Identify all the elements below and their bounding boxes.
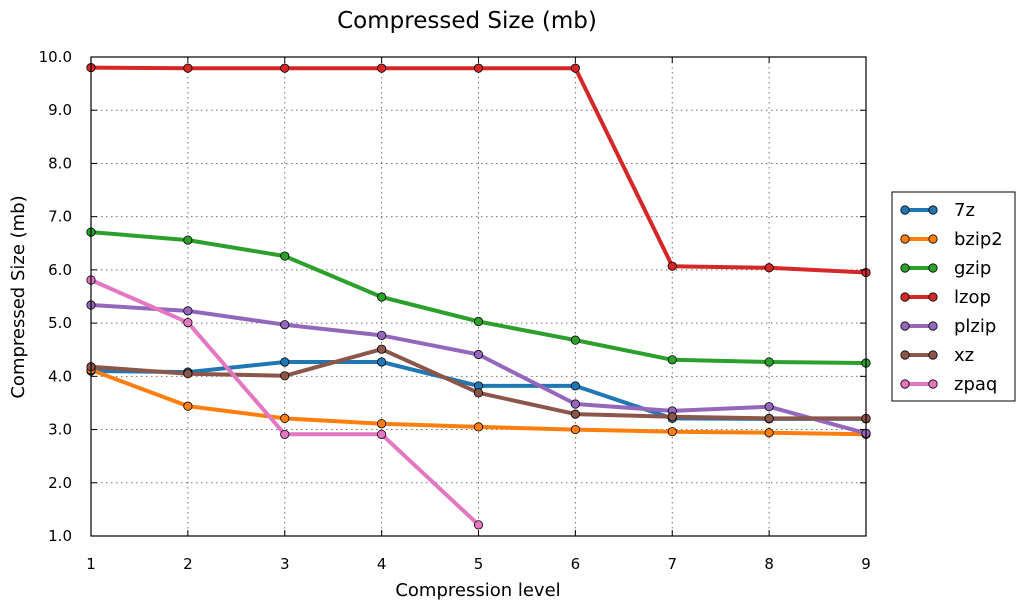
data-point-gzip <box>667 355 677 365</box>
x-tick-label: 9 <box>861 555 871 573</box>
legend-label-xz: xz <box>954 345 974 366</box>
data-point-bzip2 <box>570 424 580 435</box>
data-point-xz <box>473 388 484 398</box>
data-point-lzop <box>183 63 193 73</box>
data-point-gzip <box>473 316 484 327</box>
data-point-gzip <box>183 235 193 245</box>
legend-label-lzop: lzop <box>954 287 991 308</box>
data-point-xz <box>377 344 387 354</box>
x-tick-label: 6 <box>571 555 581 573</box>
data-point-xz <box>764 413 774 423</box>
gridlines <box>91 57 866 536</box>
legend-marker-zpaq <box>928 379 938 389</box>
legend-marker-zpaq <box>900 379 910 389</box>
plot-area-frame <box>90 56 867 537</box>
legend-marker-xz <box>900 350 910 360</box>
y-tick-label: 7.0 <box>48 208 72 226</box>
legend-label-bzip2: bzip2 <box>954 229 1003 250</box>
legend-label-7z: 7z <box>954 200 975 221</box>
data-point-plzip <box>377 330 387 340</box>
data-point-bzip2 <box>473 422 484 432</box>
data-point-plzip <box>473 349 484 360</box>
data-point-zpaq <box>183 317 193 328</box>
data-point-bzip2 <box>280 413 290 423</box>
x-tick-label: 3 <box>280 555 290 573</box>
legend-marker-plzip <box>928 321 938 331</box>
legend-marker-bzip2 <box>928 234 938 244</box>
y-tick-label: 3.0 <box>48 421 72 439</box>
x-tick-label: 7 <box>667 555 677 573</box>
data-point-bzip2 <box>183 401 193 411</box>
legend-label-plzip: plzip <box>954 316 996 337</box>
data-point-xz <box>570 409 580 419</box>
x-tick-label: 4 <box>377 555 387 573</box>
y-tick-label: 1.0 <box>48 527 72 545</box>
x-tick-label: 8 <box>764 555 774 573</box>
data-point-zpaq <box>473 520 484 530</box>
legend-marker-gzip <box>900 263 910 273</box>
data-point-plzip <box>570 399 580 409</box>
data-point-7z <box>280 357 290 367</box>
y-tick-label: 4.0 <box>48 367 72 385</box>
data-point-7z <box>570 381 580 391</box>
y-tick-label: 2.0 <box>48 474 72 492</box>
series-lines <box>90 65 867 527</box>
data-point-xz <box>183 369 193 379</box>
data-point-lzop <box>667 261 677 271</box>
data-point-zpaq <box>280 429 290 439</box>
data-point-xz <box>280 371 290 381</box>
legend-marker-7z <box>900 205 910 215</box>
x-axis-title: Compression level <box>395 580 560 601</box>
x-tick-label: 1 <box>86 555 96 573</box>
legend-marker-lzop <box>900 292 910 302</box>
legend-marker-gzip <box>928 263 938 273</box>
data-point-gzip <box>764 357 774 367</box>
data-point-plzip <box>280 320 290 330</box>
data-point-bzip2 <box>377 419 387 429</box>
data-point-lzop <box>764 263 774 273</box>
legend-label-zpaq: zpaq <box>954 374 997 395</box>
legend-marker-bzip2 <box>900 234 910 244</box>
series-markers <box>86 63 871 530</box>
data-point-plzip <box>764 402 774 412</box>
data-point-lzop <box>280 63 290 73</box>
data-point-plzip <box>183 306 193 316</box>
legend-marker-7z <box>928 205 938 215</box>
legend-marker-lzop <box>928 292 938 302</box>
data-point-gzip <box>570 335 580 345</box>
data-point-lzop <box>473 63 484 73</box>
data-point-zpaq <box>377 429 387 439</box>
data-point-7z <box>377 357 387 367</box>
x-tick-label: 2 <box>183 555 193 573</box>
legend-marker-xz <box>928 350 938 360</box>
data-point-xz <box>667 412 677 422</box>
legend-marker-plzip <box>900 321 910 331</box>
x-tick-label: 5 <box>474 555 484 573</box>
legend: 7z bzip2 gzip lzop plzip xz zpaq <box>891 191 1016 402</box>
legend-label-gzip: gzip <box>954 258 991 279</box>
chart-title: Compressed Size (mb) <box>337 8 597 34</box>
data-point-bzip2 <box>764 428 774 438</box>
y-tick-label: 5.0 <box>48 314 72 332</box>
data-point-lzop <box>377 63 387 73</box>
data-point-gzip <box>377 292 387 302</box>
axis-ticks: 1 2 3 4 5 6 7 8 9 1.0 2.0 3.0 4.0 5.0 6.0 7.0 8.0 9.0 10.0 <box>39 48 871 573</box>
data-point-lzop <box>570 63 580 73</box>
y-tick-label: 10.0 <box>39 48 72 66</box>
data-point-bzip2 <box>667 427 677 437</box>
data-point-gzip <box>280 251 290 261</box>
y-tick-label: 6.0 <box>48 261 72 279</box>
y-axis-title: Compressed Size (mb) <box>8 195 29 398</box>
y-tick-label: 8.0 <box>48 154 72 172</box>
y-tick-label: 9.0 <box>48 101 72 119</box>
